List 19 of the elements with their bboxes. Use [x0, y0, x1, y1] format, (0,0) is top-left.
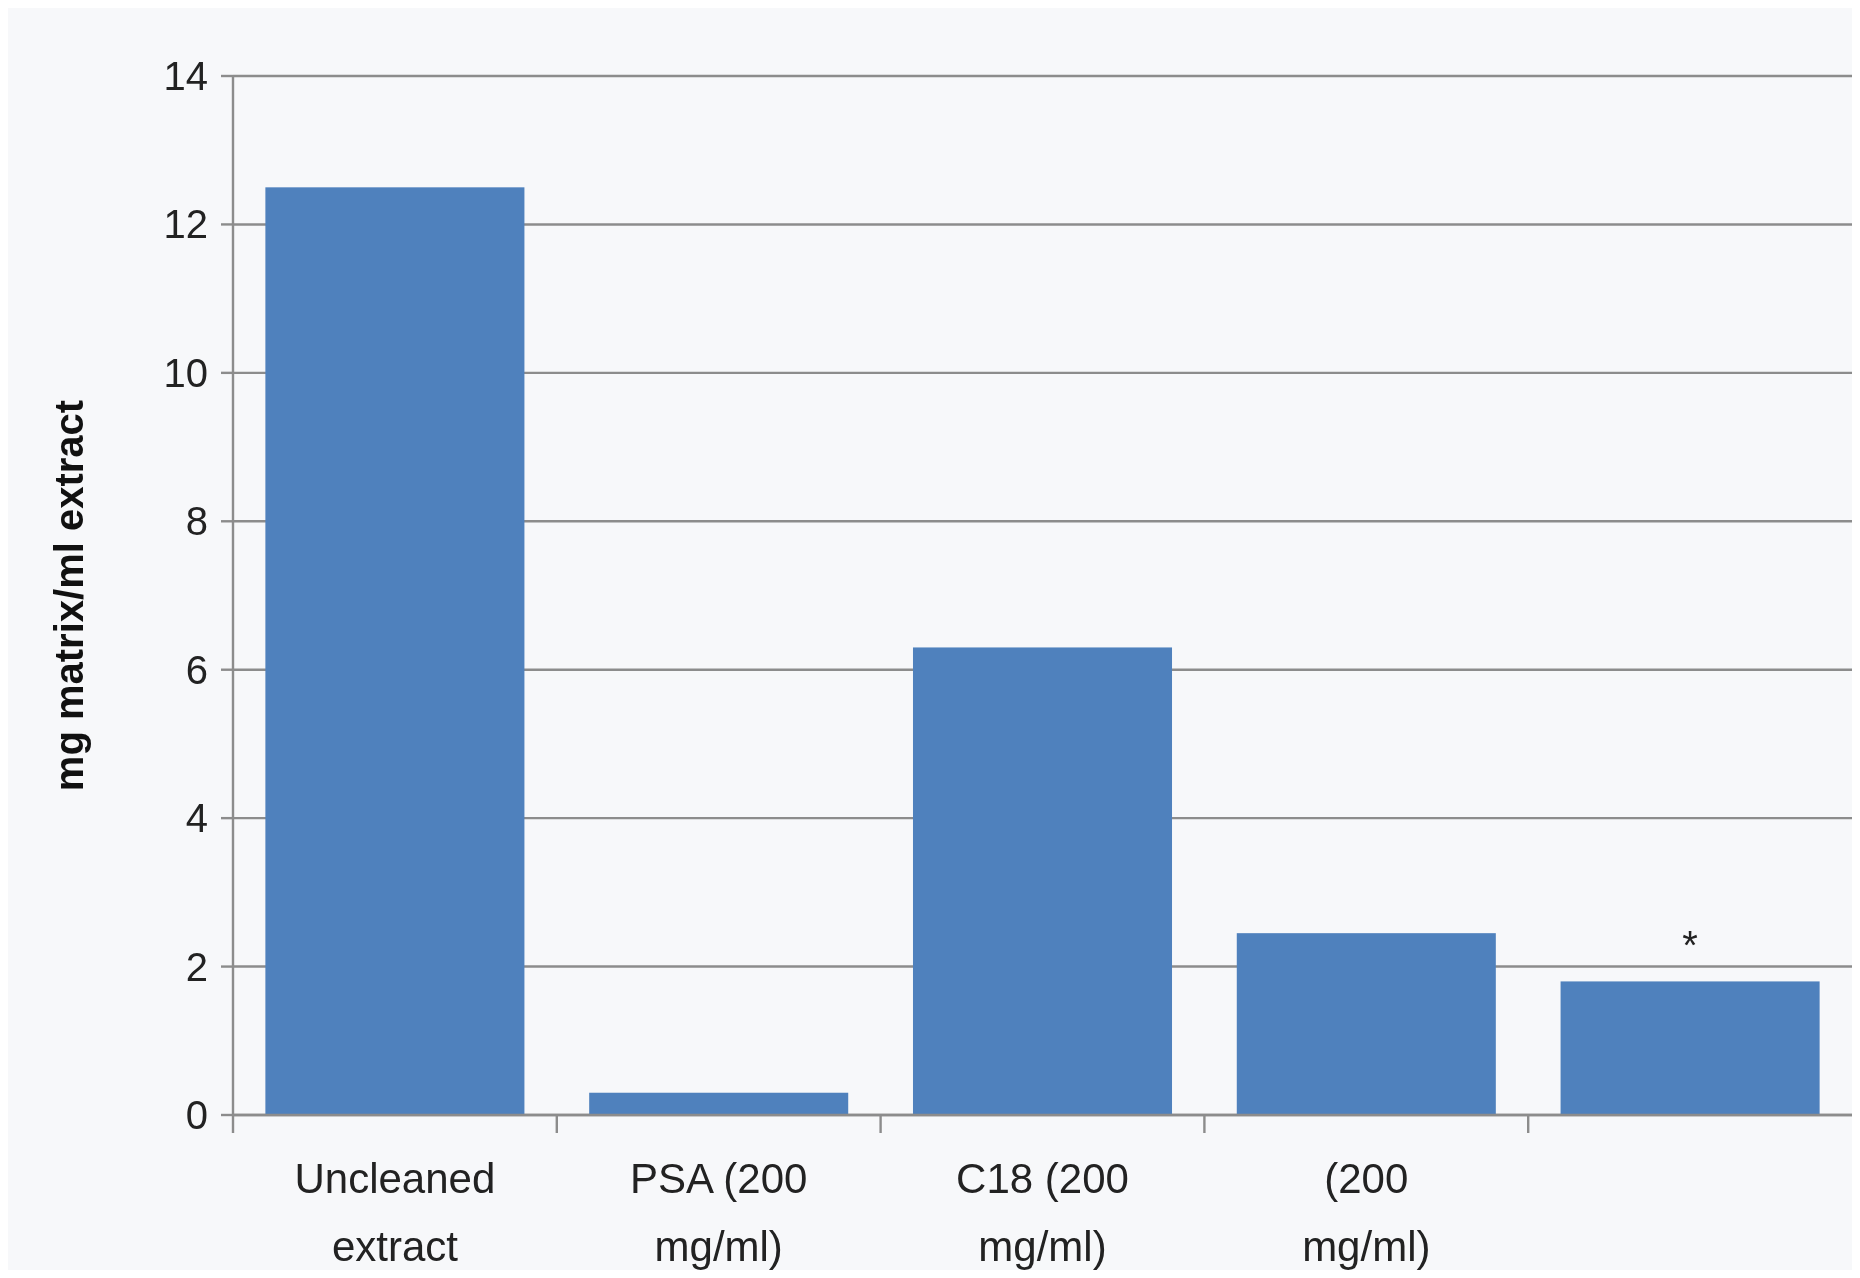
x-tick-label: Uncleaned extract [294, 1155, 496, 1270]
bar [265, 187, 525, 1115]
y-axis-title: mg matrix/ml extract [47, 399, 91, 792]
y-tick-label: 4 [185, 796, 208, 841]
bar [912, 647, 1173, 1115]
y-tick-label: 2 [185, 944, 208, 989]
x-tick-label: C18 (200 mg/ml) [956, 1155, 1129, 1270]
x-tick-label: (200 mg/ml) [1302, 1155, 1431, 1270]
data-label: * [1682, 923, 1698, 968]
y-tick-label: 10 [163, 350, 208, 395]
y-tick-label: 12 [163, 202, 208, 247]
bar [1236, 933, 1496, 1115]
y-tick-label: 6 [185, 647, 208, 692]
bar [1560, 981, 1820, 1115]
y-tick-label: 8 [185, 499, 208, 544]
y-tick-label: 14 [163, 54, 208, 98]
x-tick-label: PSA (200 mg/ml) [629, 1155, 808, 1270]
bar [589, 1092, 849, 1115]
y-tick-label: 0 [185, 1093, 208, 1137]
